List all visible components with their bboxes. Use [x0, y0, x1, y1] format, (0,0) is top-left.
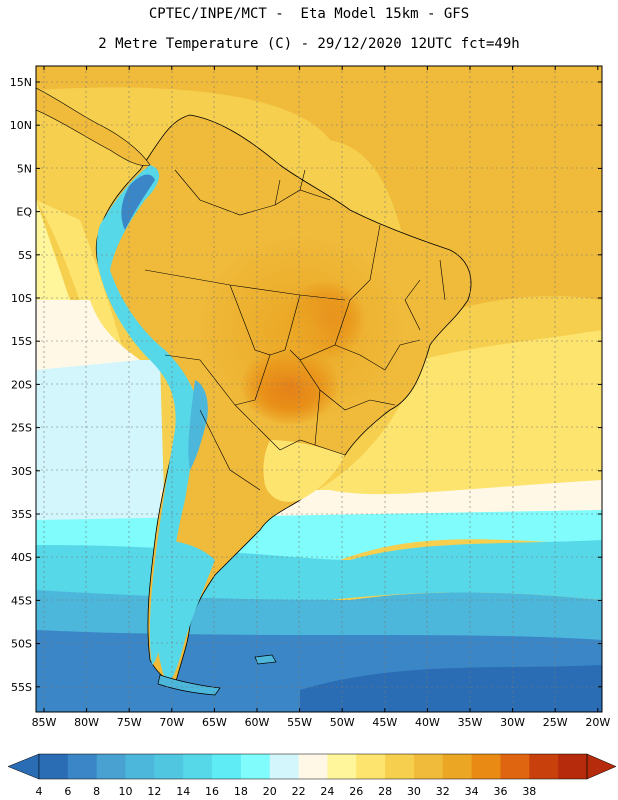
- lon-label: 70W: [159, 716, 184, 729]
- colorbar-high-arrow: [586, 753, 617, 780]
- latitude-axis: 15N 10N 5N EQ 5S 10S 15S 20S 25S 30S 35S 40S 45S 50S 5…: [10, 76, 602, 694]
- colorbar-label: 10: [119, 785, 133, 798]
- lon-label: 85W: [32, 716, 57, 729]
- ocean-band-north: [36, 66, 602, 320]
- falkland-islands: [254, 654, 277, 665]
- colorbar-segment: [413, 754, 444, 779]
- ocean-band-subtropical: [36, 200, 602, 520]
- temperature-colorbar: 4 6 8 10 12 14 16 18 20 22 24 26 28 30 32 34 36 38: [7, 753, 617, 798]
- colorbar-segment: [558, 754, 588, 779]
- lat-label: 10S: [11, 292, 32, 305]
- colorbar-label: 8: [93, 785, 100, 798]
- lon-label: 35W: [458, 716, 483, 729]
- colorbar-segment: [471, 754, 501, 779]
- lat-label: 30S: [11, 465, 32, 478]
- colorbar-label: 38: [522, 785, 536, 798]
- colorbar-segment: [385, 754, 415, 779]
- patagonia-cool: [155, 540, 215, 685]
- lon-label: 55W: [287, 716, 312, 729]
- ocean-band-4: [300, 665, 602, 712]
- lat-label: 5S: [18, 249, 32, 262]
- lat-label: 25S: [11, 422, 32, 435]
- lat-label: 20S: [11, 378, 32, 391]
- lon-label: 50W: [330, 716, 355, 729]
- lat-label: 5N: [17, 162, 32, 175]
- lat-label: 15S: [11, 335, 32, 348]
- colorbar-segment: [269, 754, 300, 779]
- andes-central-cold: [188, 380, 208, 470]
- andes-cool-band: [96, 165, 200, 665]
- graticule: [36, 66, 602, 712]
- colorbar-low-arrow: [7, 753, 40, 780]
- colorbar-label: 6: [64, 785, 71, 798]
- longitude-axis: 85W 80W 75W 70W 65W 60W 55W 50W 45W 40W 35W 30W 25W 2…: [32, 66, 610, 729]
- colorbar-label: 24: [320, 785, 334, 798]
- colorbar-label: 18: [234, 785, 248, 798]
- colorbar-label: 26: [349, 785, 363, 798]
- lat-label: 35S: [11, 508, 32, 521]
- colorbar-label: 34: [465, 785, 479, 798]
- colorbar-label: 28: [378, 785, 392, 798]
- lat-label: 45S: [11, 594, 32, 607]
- colorbar-label: 36: [493, 785, 507, 798]
- colorbar-segment: [39, 754, 69, 779]
- colorbar-segment: [500, 754, 530, 779]
- lon-label: 40W: [415, 716, 440, 729]
- colorbar-segment: [240, 754, 271, 779]
- colorbar-label: 12: [147, 785, 161, 798]
- central-america: [36, 87, 151, 166]
- map-frame: [35, 65, 603, 713]
- lat-label: EQ: [16, 206, 32, 219]
- colorbar-label: 14: [176, 785, 190, 798]
- lat-label: 15N: [10, 76, 32, 89]
- lat-label: 55S: [11, 681, 32, 694]
- colorbar-label: 16: [205, 785, 219, 798]
- ocean-band-pacific-mild: [36, 300, 140, 370]
- colorbar-label: 4: [36, 785, 43, 798]
- lon-label: 80W: [74, 716, 99, 729]
- colorbar-segment: [327, 754, 357, 779]
- lon-label: 60W: [245, 716, 270, 729]
- warm-interior: [190, 230, 410, 430]
- lat-label: 40S: [11, 551, 32, 564]
- lon-label: 20W: [585, 716, 610, 729]
- colorbar-label: 20: [263, 785, 277, 798]
- colorbar-label: 30: [407, 785, 421, 798]
- lon-label: 65W: [202, 716, 227, 729]
- colorbar-segment: [183, 754, 213, 779]
- colorbar-segment: [96, 754, 127, 779]
- colorbar-label: 22: [292, 785, 306, 798]
- colorbar-segment: [356, 754, 386, 779]
- colorbar-segment: [212, 754, 242, 779]
- south-brazil-mild: [263, 440, 345, 502]
- colorbar-segment: [125, 754, 155, 779]
- map-title-line-2: 2 Metre Temperature (C) - 29/12/2020 12U…: [98, 36, 520, 52]
- country-borders: [144, 169, 446, 491]
- ocean-band-pacific-cool: [36, 360, 165, 530]
- lon-label: 25W: [543, 716, 568, 729]
- lon-label: 45W: [372, 716, 397, 729]
- lon-label: 75W: [117, 716, 142, 729]
- map-title-line-1: CPTEC/INPE/MCT - Eta Model 15km - GFS: [148, 6, 470, 22]
- colorbar-frame: [38, 753, 588, 780]
- tierra-del-fuego: [157, 674, 221, 696]
- colorbar-segment: [442, 754, 473, 779]
- lon-label: 30W: [500, 716, 525, 729]
- colorbar-label: 32: [436, 785, 450, 798]
- colorbar-segment: [529, 754, 559, 779]
- colorbar-segment: [67, 754, 98, 779]
- colorbar-segment: [298, 754, 328, 779]
- andes-north-cold: [121, 174, 155, 230]
- lat-label: 50S: [11, 638, 32, 651]
- temperature-field: [36, 66, 602, 712]
- lat-label: 10N: [10, 119, 32, 132]
- colorbar-segment: [154, 754, 184, 779]
